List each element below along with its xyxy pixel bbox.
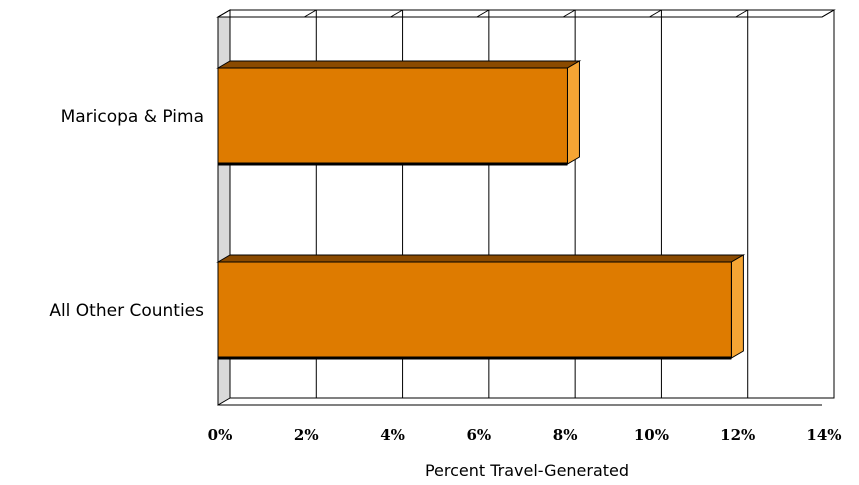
bar-front-face xyxy=(217,261,732,359)
gridline-top xyxy=(304,9,317,18)
bar-top-face xyxy=(216,60,582,69)
gridline-top xyxy=(562,9,576,18)
category-labels: Maricopa & Pima All Other Counties xyxy=(49,107,204,321)
category-label: All Other Counties xyxy=(49,301,204,321)
x-tick-labels: 0% 2% 4% 6% 8% 10% 12% 14% xyxy=(208,426,842,444)
gridline-top xyxy=(217,9,231,18)
bar xyxy=(216,254,746,360)
bars xyxy=(216,60,746,360)
gridline-top xyxy=(821,9,835,18)
x-tick-label: 0% xyxy=(208,426,233,444)
x-tick-label: 2% xyxy=(294,426,319,444)
bar-front-face xyxy=(217,67,568,165)
x-tick-label: 14% xyxy=(806,426,841,444)
x-tick-label: 12% xyxy=(720,426,755,444)
bar xyxy=(216,60,582,166)
x-tick-label: 4% xyxy=(380,426,405,444)
x-tick-label: 6% xyxy=(467,426,492,444)
bar-side-face xyxy=(566,60,580,165)
category-label: Maricopa & Pima xyxy=(61,107,204,127)
x-tick-label: 8% xyxy=(553,426,578,444)
gridline-top xyxy=(390,9,403,18)
bar-side-face xyxy=(730,254,744,359)
gridline-top xyxy=(649,9,662,18)
x-axis-label: Percent Travel-Generated xyxy=(425,461,629,480)
bar-top-face xyxy=(216,254,746,263)
gridline-top xyxy=(476,9,490,18)
x-tick-label: 10% xyxy=(634,426,669,444)
gridline-top xyxy=(735,9,748,18)
